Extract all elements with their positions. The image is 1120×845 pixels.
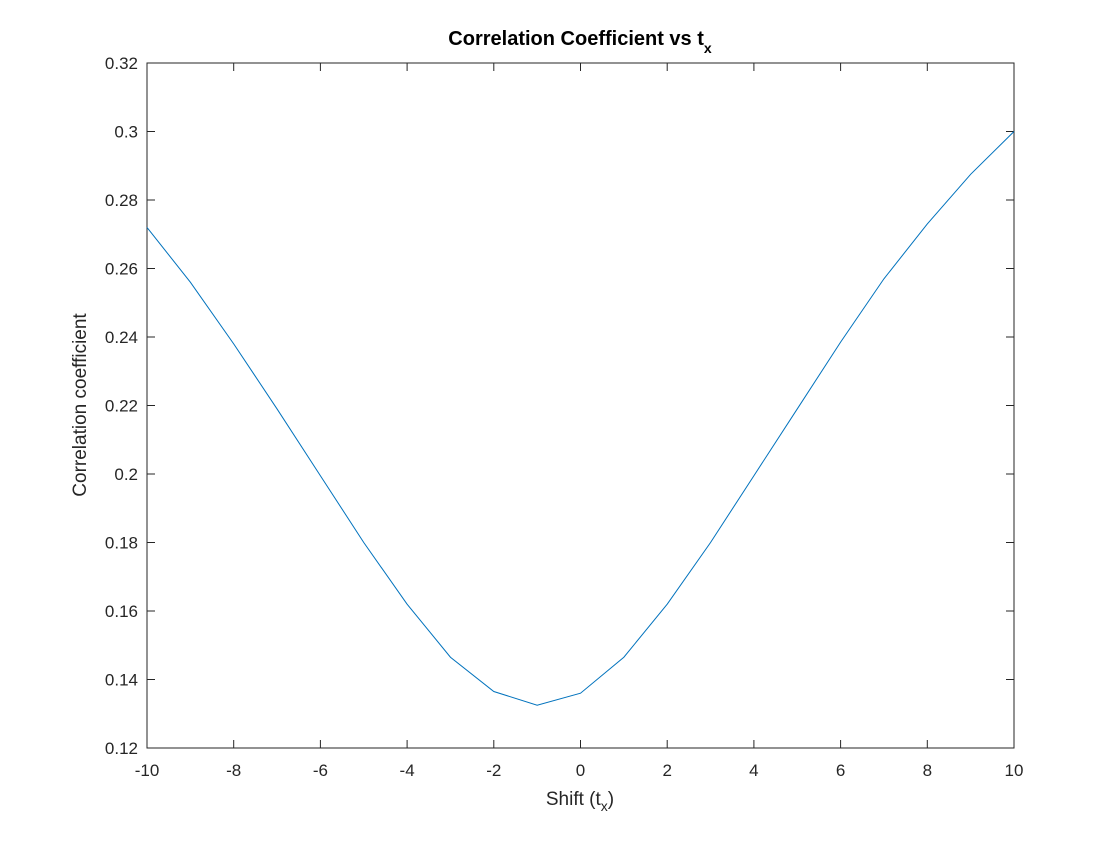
y-tick-label: 0.18 — [105, 534, 138, 553]
y-axis-label: Correlation coefficient — [70, 313, 91, 497]
x-tick-label: -10 — [135, 761, 160, 780]
axes-box — [146, 62, 1015, 749]
x-tick-label: 0 — [576, 761, 585, 780]
y-tick-label: 0.14 — [105, 671, 138, 690]
x-axis-label-subscript: x — [601, 798, 608, 814]
x-tick-label: -4 — [400, 761, 415, 780]
series-line — [146, 131, 1015, 706]
y-tick-label: 0.24 — [105, 328, 138, 347]
y-tick-label: 0.26 — [105, 260, 138, 279]
chart-title-main: Correlation Coefficient vs t — [448, 28, 704, 50]
y-tick-label: 0.12 — [105, 739, 138, 758]
y-tick-label: 0.3 — [114, 123, 138, 142]
x-axis-label: Shift (tx) — [546, 789, 614, 814]
plot-area: -10 -8 -6 -4 -2 0 2 4 6 8 10 0.12 0.14 0.16 0.18 0.2 0.2… — [105, 54, 1024, 780]
chart-title-subscript: x — [704, 40, 712, 56]
x-tick-label: -6 — [313, 761, 328, 780]
x-axis-label-close: ) — [608, 789, 614, 810]
x-tick-label: 2 — [662, 761, 671, 780]
y-tick-label: 0.28 — [105, 191, 138, 210]
x-tick-label: 6 — [836, 761, 845, 780]
x-tick-label: 8 — [923, 761, 932, 780]
x-tick-label: -2 — [486, 761, 501, 780]
y-tick-label: 0.16 — [105, 602, 138, 621]
y-tick-label: 0.32 — [105, 54, 138, 73]
x-tick-label: 4 — [749, 761, 758, 780]
x-tick-label: -8 — [226, 761, 241, 780]
y-tick-label: 0.22 — [105, 397, 138, 416]
x-axis-label-main: Shift (t — [546, 789, 602, 810]
x-tick-label: 10 — [1005, 761, 1024, 780]
y-tick-label: 0.2 — [114, 465, 138, 484]
chart-title: Correlation Coefficient vs tx — [448, 28, 712, 56]
